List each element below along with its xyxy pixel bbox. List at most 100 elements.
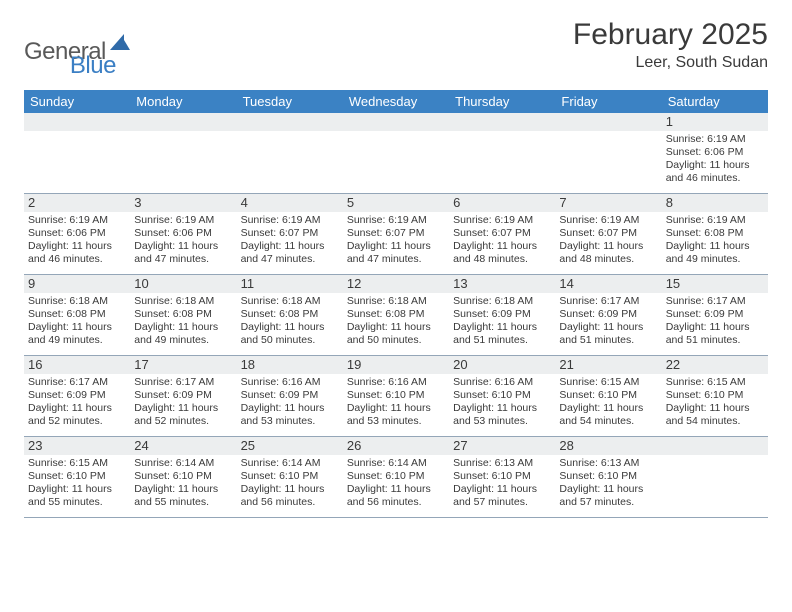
daylight2-text: and 52 minutes. — [28, 415, 126, 428]
daylight2-text: and 55 minutes. — [134, 496, 232, 509]
daylight2-text: and 49 minutes. — [28, 334, 126, 347]
day-number: 24 — [130, 437, 236, 455]
daylight2-text: and 50 minutes. — [241, 334, 339, 347]
sunset-text: Sunset: 6:06 PM — [28, 227, 126, 240]
daylight2-text: and 51 minutes. — [666, 334, 764, 347]
sunset-text: Sunset: 6:07 PM — [241, 227, 339, 240]
sunset-text: Sunset: 6:07 PM — [453, 227, 551, 240]
day-number: 19 — [343, 356, 449, 374]
daylight2-text: and 53 minutes. — [241, 415, 339, 428]
sunrise-text: Sunrise: 6:16 AM — [241, 376, 339, 389]
day-number: 23 — [24, 437, 130, 455]
sunrise-text: Sunrise: 6:17 AM — [666, 295, 764, 308]
day-number: 26 — [343, 437, 449, 455]
sunset-text: Sunset: 6:10 PM — [666, 389, 764, 402]
day-body: Sunrise: 6:15 AMSunset: 6:10 PMDaylight:… — [662, 374, 768, 436]
day-body: Sunrise: 6:18 AMSunset: 6:08 PMDaylight:… — [343, 293, 449, 355]
sunset-text: Sunset: 6:08 PM — [134, 308, 232, 321]
week-number-row: 9101112131415 — [24, 275, 768, 293]
day-body: Sunrise: 6:19 AMSunset: 6:07 PMDaylight:… — [555, 212, 661, 274]
sunrise-text: Sunrise: 6:18 AM — [347, 295, 445, 308]
day-number: 10 — [130, 275, 236, 293]
sunset-text: Sunset: 6:08 PM — [347, 308, 445, 321]
sunrise-text: Sunrise: 6:17 AM — [559, 295, 657, 308]
sunset-text: Sunset: 6:09 PM — [559, 308, 657, 321]
sunset-text: Sunset: 6:07 PM — [559, 227, 657, 240]
sunrise-text: Sunrise: 6:16 AM — [347, 376, 445, 389]
day-number — [555, 113, 661, 131]
day-number: 5 — [343, 194, 449, 212]
day-body: Sunrise: 6:16 AMSunset: 6:10 PMDaylight:… — [343, 374, 449, 436]
daylight1-text: Daylight: 11 hours — [559, 321, 657, 334]
daylight1-text: Daylight: 11 hours — [241, 321, 339, 334]
day-body: Sunrise: 6:18 AMSunset: 6:08 PMDaylight:… — [130, 293, 236, 355]
day-number: 9 — [24, 275, 130, 293]
day-number — [662, 437, 768, 455]
day-body: Sunrise: 6:14 AMSunset: 6:10 PMDaylight:… — [130, 455, 236, 517]
day-body: Sunrise: 6:19 AMSunset: 6:08 PMDaylight:… — [662, 212, 768, 274]
daylight1-text: Daylight: 11 hours — [241, 402, 339, 415]
sunrise-text: Sunrise: 6:17 AM — [134, 376, 232, 389]
daylight2-text: and 47 minutes. — [347, 253, 445, 266]
week-body-row: Sunrise: 6:18 AMSunset: 6:08 PMDaylight:… — [24, 293, 768, 356]
daylight1-text: Daylight: 11 hours — [134, 483, 232, 496]
daylight2-text: and 54 minutes. — [666, 415, 764, 428]
day-number — [130, 113, 236, 131]
sunrise-text: Sunrise: 6:17 AM — [28, 376, 126, 389]
day-number: 21 — [555, 356, 661, 374]
daylight1-text: Daylight: 11 hours — [453, 483, 551, 496]
day-number: 12 — [343, 275, 449, 293]
day-body: Sunrise: 6:19 AMSunset: 6:07 PMDaylight:… — [237, 212, 343, 274]
daylight1-text: Daylight: 11 hours — [666, 159, 764, 172]
daylight2-text: and 51 minutes. — [453, 334, 551, 347]
daylight1-text: Daylight: 11 hours — [347, 402, 445, 415]
daylight1-text: Daylight: 11 hours — [559, 483, 657, 496]
sunset-text: Sunset: 6:10 PM — [241, 470, 339, 483]
daylight1-text: Daylight: 11 hours — [559, 240, 657, 253]
sunrise-text: Sunrise: 6:19 AM — [241, 214, 339, 227]
daylight2-text: and 56 minutes. — [347, 496, 445, 509]
daylight1-text: Daylight: 11 hours — [453, 321, 551, 334]
daylight2-text: and 48 minutes. — [559, 253, 657, 266]
day-header: Sunday — [24, 90, 130, 113]
day-body: Sunrise: 6:18 AMSunset: 6:08 PMDaylight:… — [24, 293, 130, 355]
daylight2-text: and 50 minutes. — [347, 334, 445, 347]
day-header: Tuesday — [237, 90, 343, 113]
daylight1-text: Daylight: 11 hours — [134, 402, 232, 415]
daylight1-text: Daylight: 11 hours — [28, 402, 126, 415]
day-body: Sunrise: 6:16 AMSunset: 6:10 PMDaylight:… — [449, 374, 555, 436]
day-number: 2 — [24, 194, 130, 212]
sunrise-text: Sunrise: 6:18 AM — [453, 295, 551, 308]
daylight1-text: Daylight: 11 hours — [347, 483, 445, 496]
day-body: Sunrise: 6:14 AMSunset: 6:10 PMDaylight:… — [237, 455, 343, 517]
daylight2-text: and 57 minutes. — [453, 496, 551, 509]
day-number: 28 — [555, 437, 661, 455]
daylight1-text: Daylight: 11 hours — [347, 321, 445, 334]
daylight1-text: Daylight: 11 hours — [241, 483, 339, 496]
day-number: 6 — [449, 194, 555, 212]
day-number: 25 — [237, 437, 343, 455]
day-number: 13 — [449, 275, 555, 293]
sunset-text: Sunset: 6:06 PM — [134, 227, 232, 240]
daylight2-text: and 56 minutes. — [241, 496, 339, 509]
week-body-row: Sunrise: 6:17 AMSunset: 6:09 PMDaylight:… — [24, 374, 768, 437]
week-body-row: Sunrise: 6:19 AMSunset: 6:06 PMDaylight:… — [24, 131, 768, 194]
day-body: Sunrise: 6:16 AMSunset: 6:09 PMDaylight:… — [237, 374, 343, 436]
daylight1-text: Daylight: 11 hours — [666, 402, 764, 415]
logo: General Blue — [24, 24, 116, 80]
sunrise-text: Sunrise: 6:19 AM — [453, 214, 551, 227]
week-number-row: 16171819202122 — [24, 356, 768, 374]
sunrise-text: Sunrise: 6:14 AM — [347, 457, 445, 470]
sunset-text: Sunset: 6:10 PM — [453, 470, 551, 483]
day-body: Sunrise: 6:17 AMSunset: 6:09 PMDaylight:… — [662, 293, 768, 355]
day-number — [343, 113, 449, 131]
day-header: Monday — [130, 90, 236, 113]
sunrise-text: Sunrise: 6:13 AM — [453, 457, 551, 470]
day-number: 8 — [662, 194, 768, 212]
day-number: 14 — [555, 275, 661, 293]
day-body — [449, 131, 555, 193]
week-number-row: 1 — [24, 113, 768, 131]
day-number — [449, 113, 555, 131]
sunrise-text: Sunrise: 6:15 AM — [666, 376, 764, 389]
day-number: 15 — [662, 275, 768, 293]
